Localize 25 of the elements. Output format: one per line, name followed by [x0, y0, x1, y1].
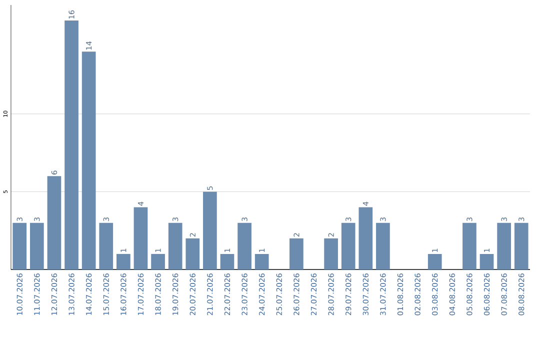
bar [514, 222, 528, 270]
bar [151, 254, 165, 270]
bar [116, 254, 130, 270]
bar [82, 51, 96, 270]
bar [376, 222, 390, 270]
bar [134, 207, 148, 270]
bar [341, 222, 356, 270]
bar [428, 254, 442, 270]
bar [203, 192, 217, 270]
bar [12, 222, 27, 270]
bar [168, 222, 182, 270]
bar [462, 222, 476, 270]
bar [186, 238, 200, 270]
bar [30, 222, 44, 270]
bar [64, 20, 78, 270]
bar [47, 176, 62, 270]
bar [254, 254, 269, 270]
bar [238, 222, 252, 270]
bar [497, 222, 511, 270]
bar [290, 238, 304, 270]
bar [99, 222, 114, 270]
bar [480, 254, 494, 270]
bar [324, 238, 338, 270]
bar [358, 207, 373, 270]
bar [220, 254, 234, 270]
